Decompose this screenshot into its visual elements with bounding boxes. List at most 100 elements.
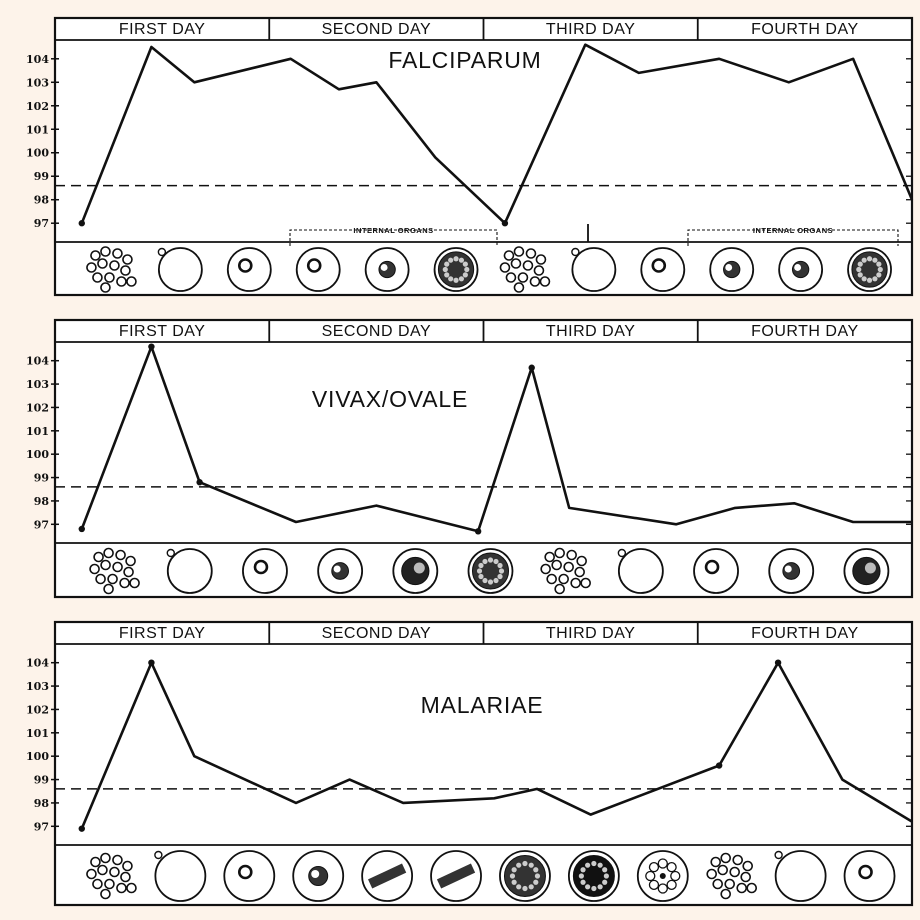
- schizont: [851, 251, 888, 288]
- y-tick-label: 103: [26, 680, 49, 693]
- schizont-merozoite: [497, 573, 503, 580]
- ring-form: [253, 559, 269, 575]
- small-rbc: [90, 856, 101, 868]
- schizont-merozoite: [522, 860, 528, 867]
- small-rbc: [712, 878, 724, 890]
- trophozoite-pigment: [413, 562, 425, 574]
- blood-cell-rbc-ring: [223, 850, 276, 902]
- schizont-merozoite: [602, 879, 608, 885]
- schizont-merozoite: [856, 266, 862, 273]
- cell-outline: [154, 850, 207, 902]
- schizont-merozoite: [861, 276, 867, 282]
- small-rbc: [576, 555, 587, 567]
- schizont-merozoite: [516, 862, 522, 868]
- blood-cell-rbc-ring-small: [295, 247, 341, 292]
- small-rbc: [540, 563, 551, 575]
- blood-cell-rbc-dark-small: [709, 247, 755, 292]
- schizont-merozoite: [442, 266, 448, 273]
- schizont-merozoite: [487, 579, 494, 585]
- day-label: SECOND DAY: [322, 21, 432, 38]
- small-rbc: [554, 547, 565, 559]
- blood-cell-rbc-trophozoite: [778, 247, 824, 292]
- small-rbc: [544, 551, 555, 563]
- small-rbc: [522, 260, 534, 271]
- schizont-merozoite: [462, 261, 468, 267]
- schizont-merozoite: [511, 867, 517, 873]
- small-rbc: [125, 555, 136, 567]
- day-label: THIRD DAY: [546, 625, 636, 642]
- data-point: [148, 659, 155, 666]
- blood-cell-rbc-schizont: [433, 247, 479, 292]
- small-rbc: [535, 254, 547, 265]
- blood-cell-rbc-trophozoite: [364, 247, 410, 292]
- trophozoite-vacuole: [311, 870, 320, 878]
- small-rbc: [122, 254, 133, 265]
- blood-cell-rbc-cluster: [86, 852, 137, 900]
- small-rbc: [89, 563, 100, 575]
- small-rbc: [97, 864, 108, 876]
- band-form: [436, 863, 476, 889]
- schizont-merozoite: [528, 862, 534, 868]
- schizont-merozoite: [602, 867, 608, 873]
- rosette-pigment: [659, 873, 666, 879]
- schizont-merozoite: [482, 577, 488, 584]
- blood-cell-rbc-ring: [226, 247, 272, 292]
- panel-title: VIVAX/OVALE: [312, 386, 468, 412]
- schizont-merozoite: [872, 276, 878, 282]
- schizont-merozoite: [861, 257, 867, 263]
- small-rbc: [732, 854, 744, 866]
- malariae-panel: FIRST DAY SECOND DAY THIRD DAY FOURTH DAY 97…: [26, 620, 914, 907]
- merozoite: [157, 247, 167, 257]
- small-rbc: [126, 276, 137, 287]
- small-rbc: [510, 258, 522, 269]
- data-point: [528, 364, 535, 371]
- day-label: SECOND DAY: [322, 625, 432, 642]
- schizont-merozoite: [866, 277, 873, 283]
- merozoite: [774, 850, 783, 860]
- small-rbc: [92, 878, 103, 890]
- schizont-merozoite: [877, 266, 883, 273]
- blood-cell-rbc-cluster: [86, 246, 137, 293]
- schizont-merozoite: [597, 884, 603, 890]
- merozoite: [571, 247, 580, 257]
- small-rbc: [746, 882, 758, 894]
- small-rbc: [517, 272, 529, 283]
- schizont-merozoite: [534, 873, 541, 879]
- y-tick-label: 104: [26, 355, 49, 368]
- schizont-merozoite: [533, 879, 539, 885]
- small-rbc: [86, 868, 97, 880]
- internal-organs-label: INTERNAL ORGANS: [753, 226, 833, 235]
- small-rbc: [503, 250, 515, 261]
- day-label: FOURTH DAY: [751, 323, 859, 340]
- small-rbc: [109, 260, 120, 271]
- data-point: [196, 479, 203, 486]
- small-rbc: [90, 250, 101, 261]
- data-point: [774, 659, 782, 666]
- trophozoite-vacuole: [380, 264, 388, 271]
- small-rbc: [104, 272, 115, 283]
- cell-outline: [774, 850, 827, 902]
- falciparum-panel: FIRST DAY SECOND DAY THIRD DAY FOURTH DAY 97…: [26, 16, 914, 297]
- schizont-merozoite: [482, 558, 488, 565]
- schizont-merozoite: [462, 272, 468, 278]
- y-tick-label: 101: [26, 425, 49, 438]
- small-rbc: [724, 878, 736, 890]
- schizont-merozoite: [857, 272, 863, 278]
- cell-outline: [617, 548, 664, 594]
- small-rbc: [95, 573, 106, 585]
- schizont-merozoite: [493, 558, 499, 565]
- internal-organs-bracket: [289, 229, 498, 246]
- y-tick-label: 100: [26, 750, 49, 763]
- small-rbc: [551, 559, 562, 571]
- small-rbc: [129, 577, 140, 589]
- y-tick-label: 98: [34, 194, 50, 207]
- rosette-merozoite: [648, 879, 660, 890]
- small-rbc: [112, 248, 123, 259]
- data-point: [715, 762, 723, 769]
- schizont-merozoite: [585, 862, 591, 868]
- band-form: [368, 863, 407, 889]
- schizont-merozoite: [511, 879, 517, 885]
- small-rbc: [736, 882, 748, 894]
- small-rbc: [729, 866, 741, 878]
- data-point: [78, 525, 85, 533]
